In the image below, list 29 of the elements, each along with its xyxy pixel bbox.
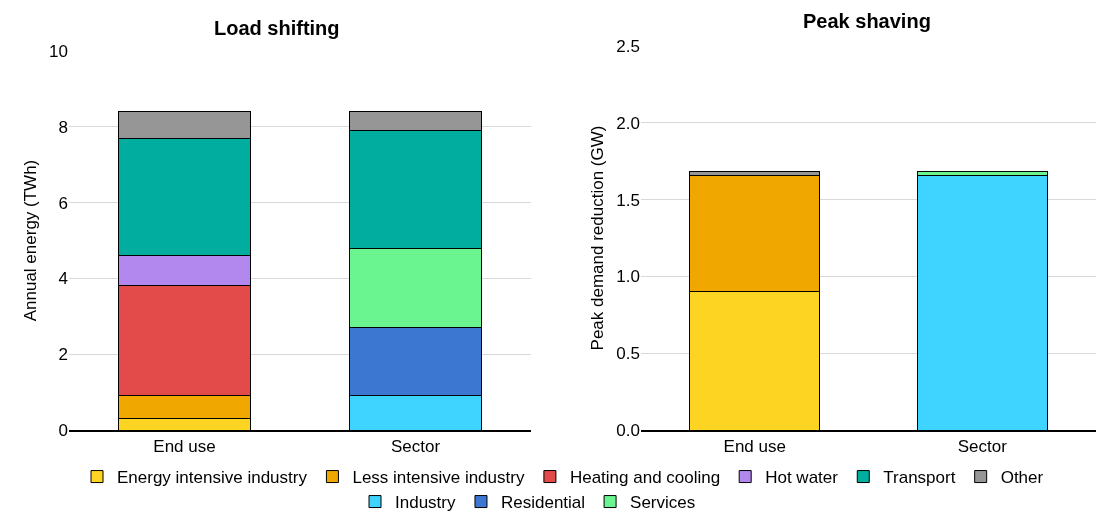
x-tick-label: Sector: [390, 437, 441, 457]
legend-label: Transport: [883, 468, 956, 488]
y-tick-label: 1.5: [616, 190, 640, 210]
y-axis-title: Annual energy (TWh): [20, 159, 40, 322]
y-tick-label: 2.0: [616, 113, 640, 133]
y-tick-label: 2: [58, 345, 68, 365]
legend-label: Services: [630, 493, 696, 513]
y-tick-label: 1.0: [616, 267, 640, 287]
x-tick-label: End use: [723, 437, 786, 457]
legend-label: Other: [1000, 468, 1044, 488]
y-tick-label: 0: [58, 420, 68, 440]
legend-label: Heating and cooling: [569, 468, 721, 488]
legend-label: Hot water: [765, 468, 839, 488]
x-tick-label: End use: [153, 437, 216, 457]
y-tick-label: 10: [49, 41, 68, 61]
y-tick-label: 6: [58, 193, 68, 213]
legend-label: Residential: [500, 493, 586, 513]
legend-label: Energy intensive industry: [117, 468, 308, 488]
chart-title: Peak shaving: [803, 10, 931, 32]
y-tick-label: 0.0: [616, 420, 640, 440]
y-tick-label: 8: [58, 117, 68, 137]
x-tick-label: Sector: [957, 437, 1008, 457]
y-tick-label: 4: [58, 269, 68, 289]
legend-label: Less intensive industry: [352, 468, 525, 488]
chart-title: Load shifting: [214, 17, 340, 39]
legend-label: Industry: [395, 493, 456, 513]
y-axis-title: Peak demand reduction (GW): [587, 125, 607, 351]
y-tick-label: 0.5: [616, 344, 640, 364]
y-tick-label: 2.5: [616, 36, 640, 56]
